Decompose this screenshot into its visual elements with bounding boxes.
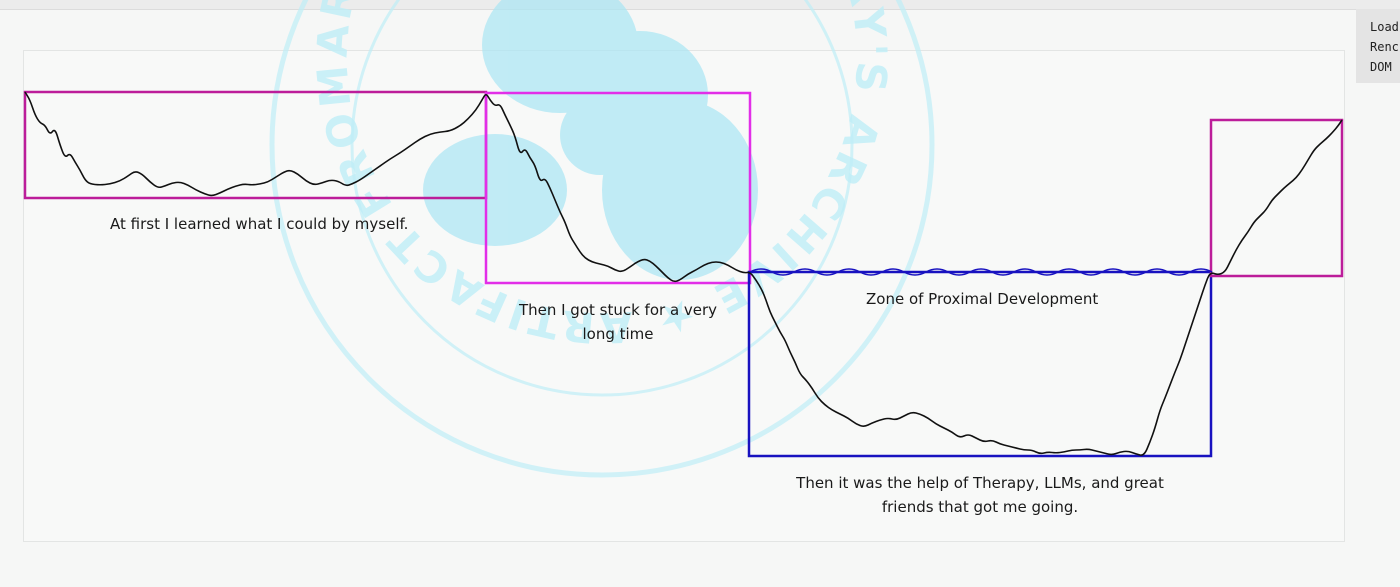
phase2-caption-line1: Then I got stuck for a very xyxy=(518,301,718,319)
debug-line-dom: DOM xyxy=(1370,60,1392,74)
zpd-caption: Zone of Proximal Development xyxy=(866,290,1099,308)
zpd-boundary-wave xyxy=(749,268,1213,276)
phase1-box xyxy=(23,90,488,200)
zpd-box xyxy=(747,270,1213,458)
phase1-caption: At first I learned what I could by mysel… xyxy=(110,215,409,233)
debug-info-panel: Load Renc DOM xyxy=(1356,9,1400,83)
debug-line-render: Renc xyxy=(1370,40,1399,54)
phase4-box xyxy=(1209,118,1344,278)
phase2-box xyxy=(484,91,752,285)
phase3-caption-line2: friends that got me going. xyxy=(881,498,1079,516)
phase2-caption-line2: long time xyxy=(582,325,654,343)
phase3-caption-line1: Then it was the help of Therapy, LLMs, a… xyxy=(796,474,1164,492)
debug-line-load: Load xyxy=(1370,20,1399,34)
progress-curve xyxy=(24,91,1343,456)
phase2-caption: Then I got stuck for a very long time xyxy=(518,298,718,346)
phase3-caption: Then it was the help of Therapy, LLMs, a… xyxy=(780,471,1180,519)
